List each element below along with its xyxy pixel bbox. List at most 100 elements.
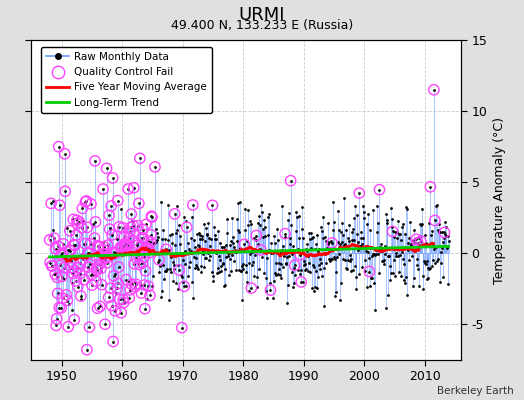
Point bbox=[353, 231, 362, 237]
Point bbox=[93, 305, 102, 312]
Point bbox=[329, 226, 337, 233]
Point bbox=[100, 244, 108, 250]
Point bbox=[353, 212, 361, 218]
Point bbox=[199, 247, 208, 254]
Point bbox=[133, 242, 141, 248]
Point bbox=[262, 288, 270, 295]
Point bbox=[123, 244, 131, 250]
Point bbox=[54, 243, 62, 249]
Point bbox=[276, 260, 285, 267]
Point bbox=[256, 222, 265, 228]
Point bbox=[236, 199, 244, 206]
Point bbox=[282, 254, 291, 260]
Point bbox=[148, 214, 156, 220]
Point bbox=[361, 268, 369, 274]
Point bbox=[432, 203, 441, 210]
Point bbox=[161, 236, 169, 242]
Point bbox=[355, 190, 364, 196]
Point bbox=[341, 256, 350, 263]
Point bbox=[247, 220, 255, 227]
Point bbox=[48, 263, 56, 269]
Point bbox=[435, 221, 444, 228]
Point bbox=[61, 254, 70, 261]
Point bbox=[420, 243, 429, 250]
Point bbox=[407, 241, 416, 247]
Point bbox=[263, 295, 271, 301]
Point bbox=[400, 276, 408, 283]
Point bbox=[300, 258, 309, 265]
Point bbox=[388, 228, 397, 234]
Point bbox=[254, 241, 263, 247]
Point bbox=[172, 230, 180, 236]
Point bbox=[236, 267, 245, 274]
Point bbox=[155, 262, 163, 269]
Point bbox=[325, 239, 333, 245]
Point bbox=[165, 297, 173, 304]
Point bbox=[295, 235, 303, 242]
Point bbox=[60, 264, 69, 271]
Point bbox=[152, 226, 160, 232]
Point bbox=[313, 232, 321, 239]
Point bbox=[94, 244, 103, 250]
Point bbox=[194, 266, 203, 272]
Point bbox=[48, 198, 57, 204]
Point bbox=[372, 250, 380, 257]
Point bbox=[431, 217, 439, 224]
Point bbox=[152, 230, 161, 236]
Point bbox=[333, 246, 341, 252]
Point bbox=[115, 224, 123, 230]
Point bbox=[195, 232, 204, 238]
Point bbox=[106, 285, 115, 291]
Point bbox=[357, 240, 366, 247]
Point bbox=[314, 248, 322, 255]
Point bbox=[242, 262, 250, 268]
Point bbox=[322, 260, 331, 267]
Point bbox=[426, 184, 434, 190]
Point bbox=[139, 235, 148, 241]
Point bbox=[142, 244, 150, 250]
Point bbox=[260, 217, 268, 224]
Point bbox=[402, 204, 410, 211]
Point bbox=[83, 224, 92, 230]
Point bbox=[103, 242, 112, 248]
Point bbox=[115, 296, 124, 302]
Point bbox=[154, 234, 162, 240]
Point bbox=[123, 242, 132, 248]
Point bbox=[71, 242, 79, 248]
Point bbox=[409, 283, 418, 289]
Point bbox=[55, 304, 63, 311]
Point bbox=[261, 224, 270, 230]
Point bbox=[214, 228, 222, 234]
Point bbox=[237, 268, 245, 274]
Point bbox=[219, 260, 227, 266]
Point bbox=[144, 238, 152, 244]
Point bbox=[245, 288, 254, 294]
Point bbox=[128, 281, 136, 288]
Point bbox=[367, 274, 376, 281]
Point bbox=[350, 236, 358, 243]
Point bbox=[75, 270, 84, 277]
Point bbox=[83, 346, 91, 353]
Point bbox=[359, 215, 368, 221]
Point bbox=[239, 266, 247, 272]
Point bbox=[410, 275, 418, 281]
Point bbox=[88, 282, 96, 288]
Point bbox=[324, 220, 332, 226]
Point bbox=[68, 306, 76, 313]
Point bbox=[109, 338, 117, 345]
Point bbox=[149, 273, 157, 279]
Point bbox=[211, 235, 220, 242]
Point bbox=[385, 277, 394, 283]
Point bbox=[301, 261, 309, 267]
Point bbox=[289, 284, 297, 290]
Point bbox=[345, 222, 353, 229]
Point bbox=[114, 197, 122, 204]
Point bbox=[129, 184, 138, 191]
Point bbox=[145, 250, 154, 256]
Point bbox=[421, 232, 429, 238]
Point bbox=[274, 270, 282, 277]
Point bbox=[258, 208, 266, 215]
Point bbox=[148, 283, 157, 289]
Point bbox=[317, 260, 325, 266]
Point bbox=[59, 295, 67, 301]
